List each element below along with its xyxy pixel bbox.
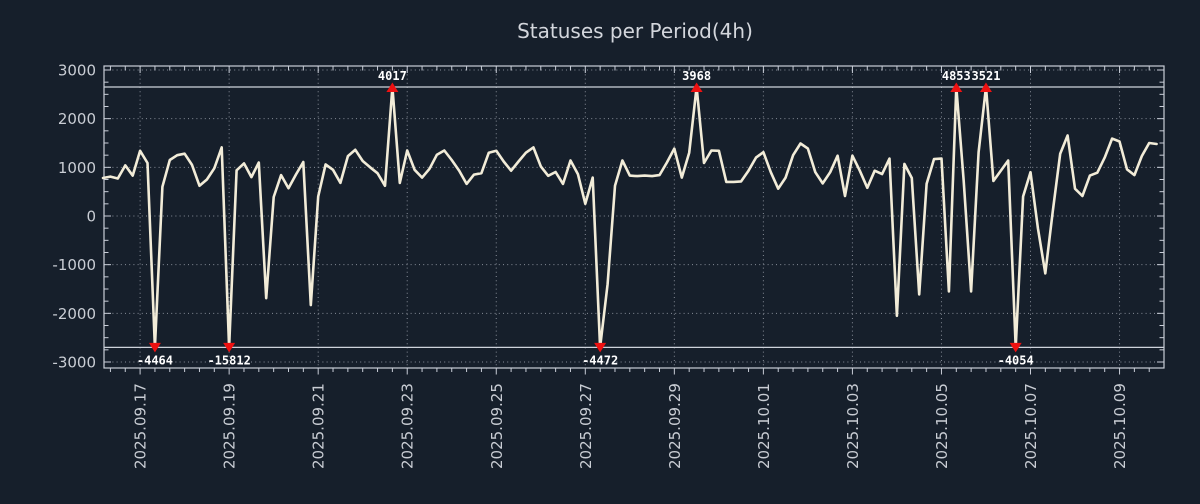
y-tick-label: 2000: [58, 110, 96, 128]
peak-marker-icon: [979, 82, 992, 93]
peak-marker-label: 3968: [682, 69, 711, 83]
y-tick-label: 3000: [58, 62, 96, 80]
trough-marker-label: -4472: [582, 353, 618, 367]
x-tick-label: 2025.09.27: [577, 383, 595, 469]
x-tick-label: 2025.09.23: [399, 383, 417, 469]
trough-marker-icon: [1009, 342, 1022, 353]
trough-marker-icon: [148, 342, 161, 353]
x-tick-label: 2025.10.07: [1022, 383, 1040, 469]
x-tick-label: 2025.09.25: [488, 383, 506, 469]
x-tick-label: 2025.10.05: [933, 383, 951, 469]
peak-marker-label: 4853: [942, 69, 971, 83]
peak-marker-label: 4017: [378, 69, 407, 83]
x-tick-label: 2025.10.01: [755, 383, 773, 469]
series-line: [101, 85, 1158, 349]
x-tick-label: 2025.10.03: [844, 383, 862, 469]
x-tick-label: 2025.09.29: [666, 383, 684, 469]
trough-marker-label: -15812: [207, 353, 250, 367]
x-tick-label: 2025.09.19: [221, 383, 239, 469]
y-tick-label: 1000: [58, 159, 96, 177]
plot-frame: [103, 65, 1165, 369]
trough-marker-icon: [223, 342, 236, 353]
y-tick-label: 0: [86, 208, 96, 226]
trough-marker-icon: [594, 342, 607, 353]
x-tick-label: 2025.09.17: [132, 383, 150, 469]
x-tick-label: 2025.10.09: [1111, 383, 1129, 469]
chart-title: Statuses per Period(4h): [517, 19, 753, 43]
peak-marker-icon: [950, 82, 963, 93]
trough-marker-label: -4054: [998, 353, 1034, 367]
peak-marker-label: 3521: [972, 69, 1001, 83]
peak-marker-icon: [386, 82, 399, 93]
x-tick-label: 2025.09.21: [310, 383, 328, 469]
y-tick-label: -2000: [52, 305, 96, 323]
trough-marker-label: -4464: [137, 353, 173, 367]
y-tick-label: -3000: [52, 354, 96, 372]
y-tick-label: -1000: [52, 256, 96, 274]
peak-marker-icon: [690, 82, 703, 93]
